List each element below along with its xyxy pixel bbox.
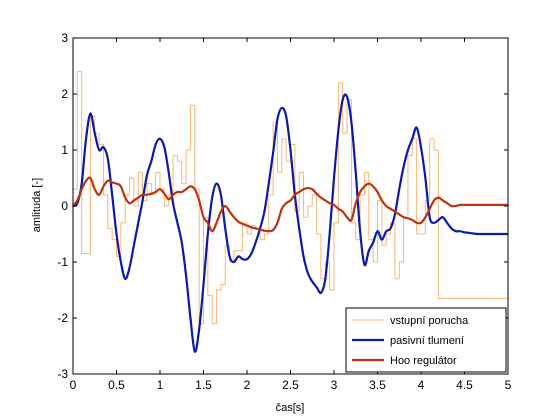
x-tick-label: 4.5 xyxy=(456,378,473,392)
x-tick-label: 0.5 xyxy=(108,378,125,392)
legend-label-1: vstupní porucha xyxy=(390,315,469,327)
x-tick-label: 1.5 xyxy=(195,378,212,392)
series-line-3 xyxy=(72,176,508,233)
y-tick-label: -1 xyxy=(57,255,68,269)
x-tick-label: 2 xyxy=(244,378,251,392)
x-tick-label: 5 xyxy=(505,378,512,392)
x-tick-label: 2.5 xyxy=(282,378,299,392)
x-tick-label: 4 xyxy=(418,378,425,392)
legend-label-3: Hoo regulátor xyxy=(390,355,457,367)
y-tick-label: 0 xyxy=(61,199,68,213)
x-tick-label: 0 xyxy=(70,378,77,392)
y-tick-label: -2 xyxy=(57,311,68,325)
legend-label-2: pasivní tlumení xyxy=(390,335,464,347)
legend: vstupní porucha pasivní tlumení Hoo regulá… xyxy=(345,307,507,373)
y-tick-label: 3 xyxy=(61,31,68,45)
y-tick-label: 2 xyxy=(61,87,68,101)
tick-layer: 0 0.5 1 1.5 2 2.5 3 3.5 4 4.5 5 -3 -2 -1 0 1 2 3 xyxy=(57,31,511,392)
x-axis-label: čas[s] xyxy=(276,402,305,414)
x-tick-label: 1 xyxy=(157,378,164,392)
x-tick-label: 3.5 xyxy=(369,378,386,392)
y-tick-label: 1 xyxy=(61,143,68,157)
y-axis-label: amlituda [-] xyxy=(31,178,43,232)
x-tick-label: 3 xyxy=(331,378,338,392)
series-line-2 xyxy=(72,93,508,353)
y-tick-label: -3 xyxy=(57,367,68,381)
